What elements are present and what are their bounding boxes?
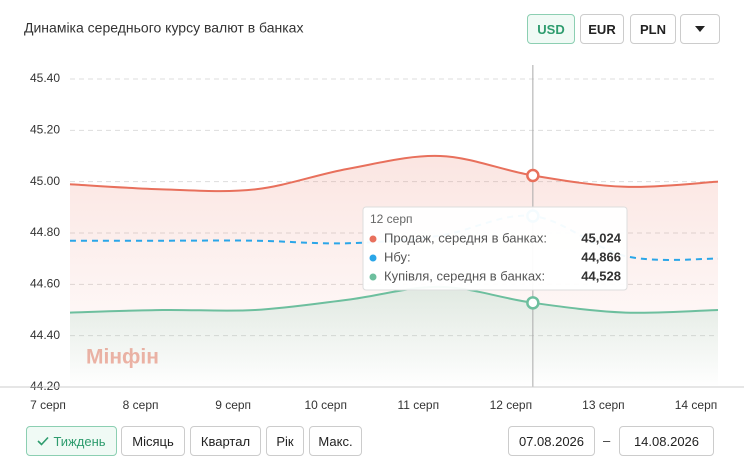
date-input[interactable]: 07.08.2026 <box>508 426 595 456</box>
tooltip-name: Купівля, середня в банках: <box>384 268 545 283</box>
y-tick-label: 44.80 <box>30 225 60 239</box>
period-button[interactable]: Місяць <box>121 426 185 456</box>
x-tick-label: 9 серп <box>215 398 251 412</box>
currency-button[interactable]: PLN <box>630 14 676 44</box>
x-tick-label: 14 серп <box>675 398 718 412</box>
tooltip: 12 серп Продаж, середня в банках: 45,024 Нб… <box>362 206 628 291</box>
dropdown-button[interactable] <box>680 14 720 44</box>
tooltip-dot <box>369 273 377 281</box>
tooltip-box <box>362 206 628 291</box>
period-button[interactable]: Квартал <box>190 426 261 456</box>
tooltip-name: Продаж, середня в банках: <box>384 230 547 245</box>
tooltip-dot <box>369 254 377 262</box>
currency-button[interactable]: EUR <box>580 14 624 44</box>
y-tick-label: 45.40 <box>30 71 60 85</box>
period-label: Тиждень <box>53 433 106 449</box>
x-tick-label: 10 серп <box>304 398 347 412</box>
caret-icon <box>695 26 705 32</box>
tooltip-dot <box>369 235 377 243</box>
tooltip-value: 45,024 <box>581 230 622 245</box>
x-tick-label: 8 серп <box>123 398 159 412</box>
tooltip-title: 12 серп <box>370 212 413 226</box>
period-label: Рік <box>276 433 294 449</box>
x-tick-label: 11 серп <box>397 398 439 412</box>
period-button[interactable]: Тиждень <box>26 426 117 456</box>
period-label: Макс. <box>318 433 353 449</box>
y-tick-label: 45.00 <box>30 174 60 188</box>
highlight-point <box>526 296 540 310</box>
line <box>69 214 719 261</box>
period-button[interactable]: Макс. <box>309 426 362 456</box>
area <box>70 286 718 387</box>
y-tick-label: 44.60 <box>30 277 60 291</box>
period-label: Квартал <box>200 433 251 449</box>
chart-title: Динаміка середнього курсу валют в банках <box>24 20 303 36</box>
tooltip-value: 44,528 <box>581 268 621 283</box>
period-button[interactable]: Рік <box>266 426 304 456</box>
date-input[interactable]: 14.08.2026 <box>619 426 714 456</box>
x-tick-label: 7 серп <box>30 398 66 412</box>
date-separator: – <box>603 433 611 448</box>
tooltip-name: Нбу: <box>384 249 411 264</box>
x-tick-label: 13 серп <box>582 398 625 412</box>
check-icon <box>37 436 50 446</box>
y-tick-label: 44.20 <box>30 379 60 393</box>
highlight-point <box>526 168 540 183</box>
tooltip-value: 44,866 <box>581 249 621 264</box>
y-tick-label: 45.20 <box>30 123 60 137</box>
currency-button[interactable]: USD <box>527 14 575 44</box>
y-tick-label: 44.40 <box>30 328 60 342</box>
x-tick-label: 12 серп <box>490 398 533 412</box>
line <box>69 154 719 193</box>
line <box>69 285 719 314</box>
period-label: Місяць <box>132 433 174 449</box>
